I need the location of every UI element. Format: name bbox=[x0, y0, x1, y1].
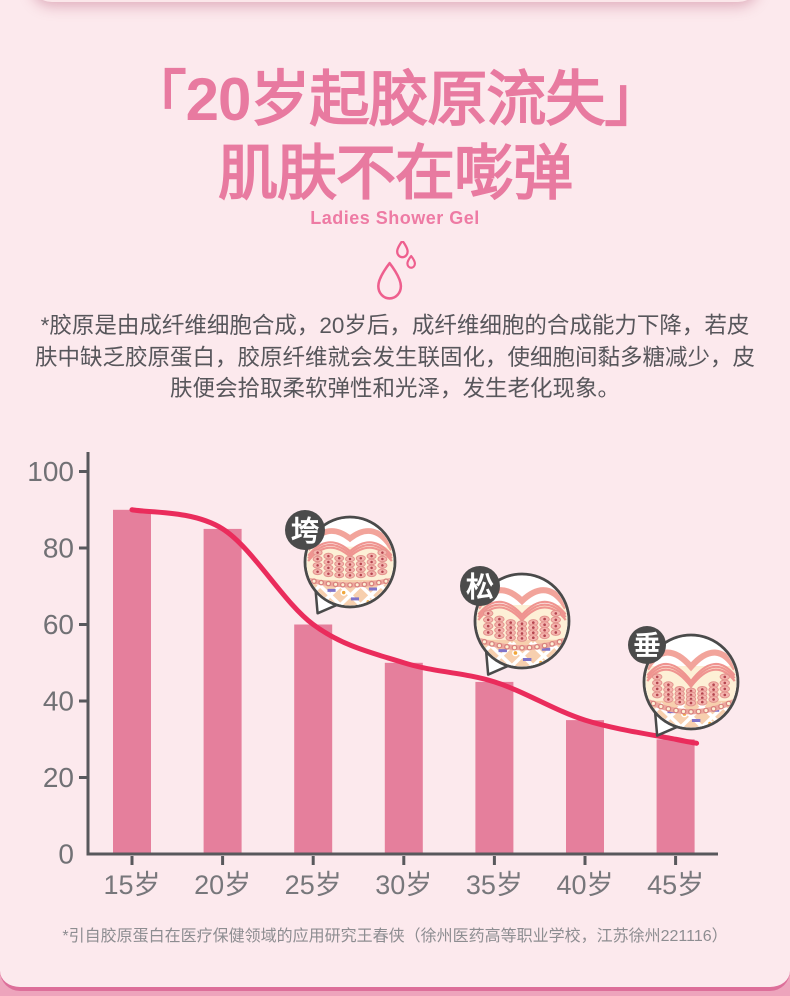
y-tick-label: 40 bbox=[43, 686, 74, 717]
y-tick-label: 20 bbox=[43, 762, 74, 793]
y-tick-label: 0 bbox=[58, 839, 74, 870]
callout-badge-label: 松 bbox=[466, 572, 494, 603]
collagen-chart-svg: 15岁 20岁 25岁 30岁 35岁 40岁 45岁 0 20 40 60 80 100 垮松垂 bbox=[27, 452, 740, 900]
bar-15岁 bbox=[113, 509, 151, 854]
subtitle-english: Ladies Shower Gel bbox=[310, 208, 480, 228]
x-tick-label: 35岁 bbox=[466, 870, 523, 900]
water-drops-icon bbox=[363, 239, 427, 319]
trend-line bbox=[129, 507, 700, 746]
callout-badge bbox=[285, 510, 325, 550]
bar-20岁 bbox=[203, 528, 242, 853]
citation-footnote: *引自胶原蛋白在医疗保健领域的应用研究王春侠（徐州医药高等职业学校，江苏徐州22… bbox=[62, 928, 728, 945]
callout-badge bbox=[460, 566, 500, 606]
page-title-line1: 「20岁起胶原流失」 bbox=[126, 66, 665, 133]
x-tick-label: 30岁 bbox=[375, 870, 432, 900]
callout-松: 松 bbox=[460, 566, 571, 676]
callout-badge bbox=[628, 626, 666, 664]
x-tick-label: 20岁 bbox=[194, 870, 251, 900]
y-tick-label: 80 bbox=[43, 533, 74, 564]
x-tick-label: 45岁 bbox=[647, 870, 704, 900]
callout-badge-label: 垮 bbox=[291, 516, 319, 547]
callout-badge-label: 垂 bbox=[634, 631, 661, 661]
collagen-description: *胶原是由成纤维细胞合成，20岁后，成纤维细胞的合成能力下降，若皮肤中缺乏胶原蛋… bbox=[34, 313, 755, 401]
bar-30岁 bbox=[384, 662, 423, 854]
bar-45岁 bbox=[656, 739, 695, 854]
collagen-age-chart: 15岁 20岁 25岁 30岁 35岁 40岁 45岁 0 20 40 60 80 100 垮松垂 bbox=[0, 430, 790, 900]
y-tick-label: 100 bbox=[27, 456, 74, 487]
page-title-line2: 肌肤不在嘭弹 bbox=[218, 140, 573, 207]
bar-35岁 bbox=[475, 681, 514, 853]
x-tick-label: 15岁 bbox=[103, 870, 160, 900]
callout-垮: 垮 bbox=[285, 510, 397, 615]
bar-25岁 bbox=[294, 624, 333, 853]
y-tick-label: 60 bbox=[43, 609, 74, 640]
x-tick-label: 25岁 bbox=[285, 870, 342, 900]
x-tick-label: 40岁 bbox=[556, 870, 613, 900]
previous-card-shadow bbox=[30, 0, 760, 2]
callout-垂: 垂 bbox=[628, 626, 740, 737]
bar-40岁 bbox=[566, 720, 604, 853]
